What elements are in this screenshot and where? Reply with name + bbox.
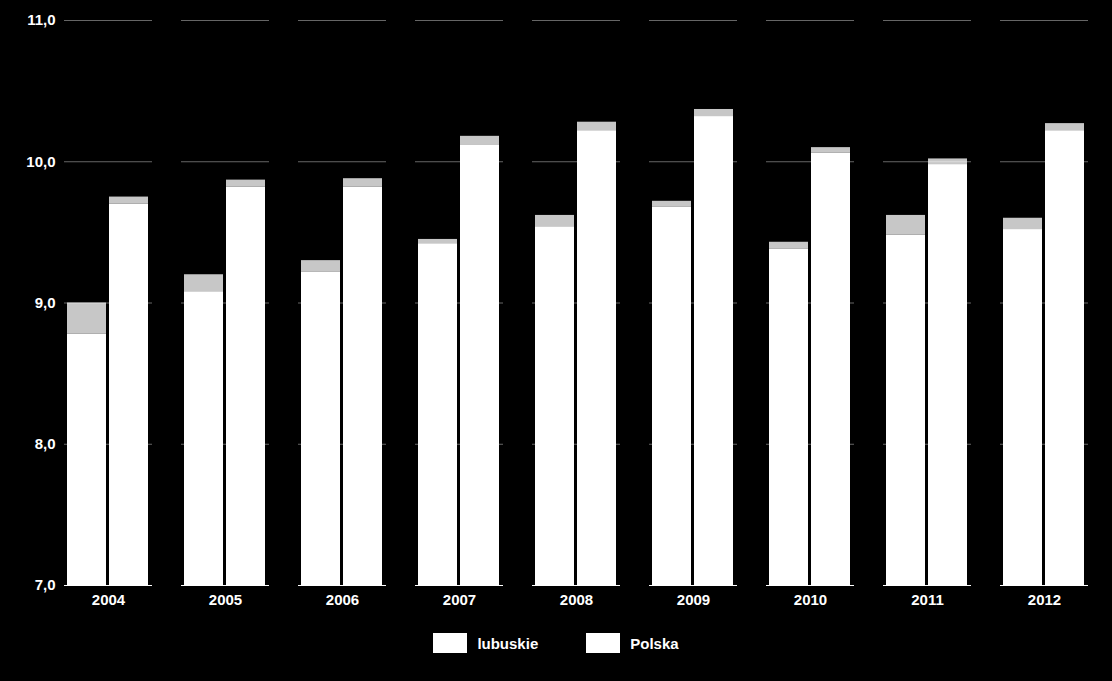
svg-text:2004: 2004 [92, 591, 126, 608]
svg-text:2012: 2012 [1028, 591, 1061, 608]
svg-text:2006: 2006 [326, 591, 359, 608]
svg-text:2011: 2011 [911, 591, 944, 608]
svg-text:2010: 2010 [794, 591, 827, 608]
html-text:Polska: Polska [630, 634, 679, 652]
svg-text:2009: 2009 [677, 591, 710, 608]
svg-text:2007: 2007 [443, 591, 476, 608]
svg-text:11,0: 11,0 [27, 11, 55, 28]
svg-text:7,0: 7,0 [35, 576, 56, 593]
svg-text:8,0: 8,0 [35, 435, 56, 452]
svg-text:2008: 2008 [560, 591, 593, 608]
html-text:lubuskie: lubuskie [477, 634, 539, 652]
svg-text:10,0: 10,0 [26, 153, 55, 170]
svg-text:9,0: 9,0 [35, 294, 56, 311]
svg-text:2005: 2005 [209, 591, 242, 608]
